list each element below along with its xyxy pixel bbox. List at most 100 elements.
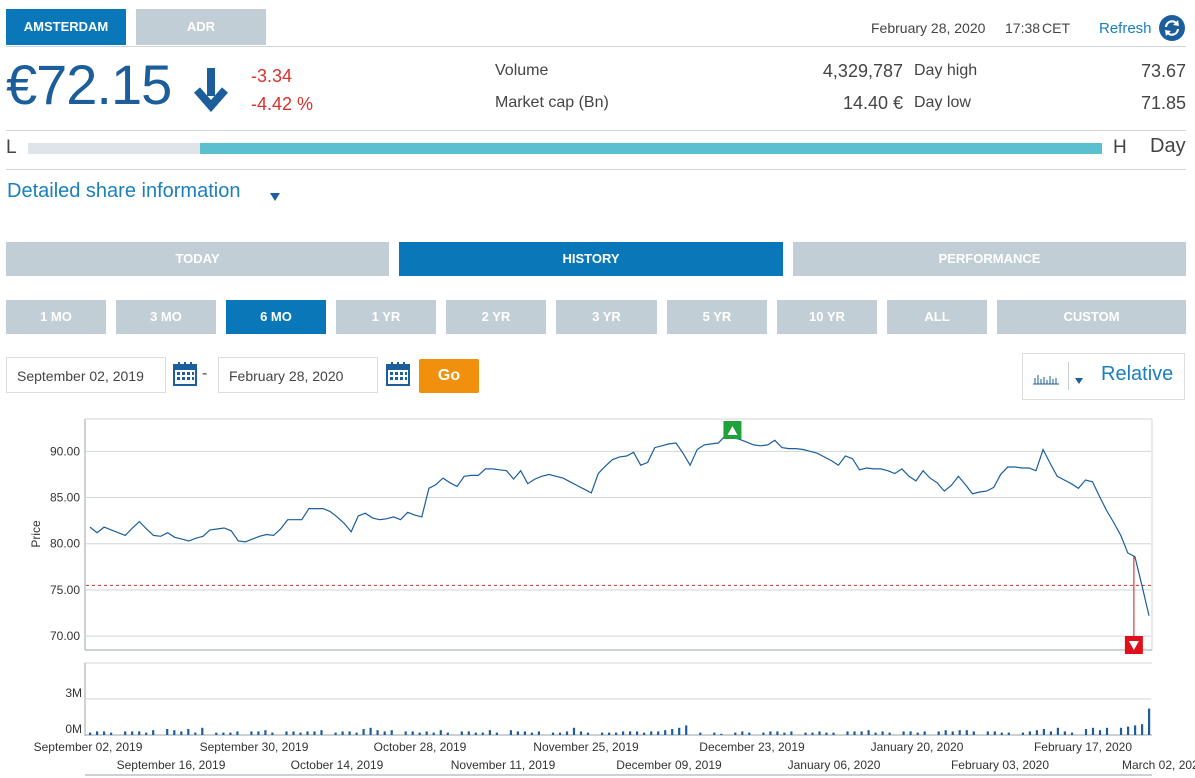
- calendar-icon[interactable]: [386, 362, 410, 386]
- x-axis-label: January 20, 2020: [871, 740, 964, 754]
- from-date-input[interactable]: September 02, 2019: [6, 357, 166, 393]
- day-low-value: 71.85: [1140, 93, 1186, 113]
- x-axis-label: October 14, 2019: [291, 758, 384, 772]
- tab-history[interactable]: HISTORY: [399, 242, 783, 276]
- volume-bar: [201, 727, 204, 735]
- volume-bar: [965, 730, 968, 735]
- volume-label: Volume: [495, 62, 549, 79]
- volume-bar: [986, 731, 989, 735]
- tab-today[interactable]: TODAY: [6, 242, 389, 276]
- refresh-icon[interactable]: [1158, 14, 1186, 42]
- chart-type-dropdown-icon[interactable]: [1074, 372, 1084, 384]
- period-custom-button[interactable]: CUSTOM: [997, 300, 1186, 334]
- period-3mo-button[interactable]: 3 MO: [116, 300, 216, 334]
- volume-bar: [348, 731, 351, 735]
- volume-bar: [124, 731, 127, 735]
- x-axis-label: December 09, 2019: [616, 758, 722, 772]
- volume-bar: [958, 730, 961, 735]
- volume-bar: [1063, 731, 1066, 735]
- volume-bar: [972, 731, 975, 735]
- price-tick-label: 70.00: [50, 629, 80, 643]
- volume-bar: [523, 731, 526, 735]
- volume-bar: [299, 732, 302, 735]
- x-axis-label: September 30, 2019: [200, 740, 309, 754]
- volume-bar: [488, 730, 491, 735]
- volume-bar: [1084, 729, 1088, 735]
- detailed-share-info-link[interactable]: Detailed share information: [7, 180, 241, 202]
- volume-bar: [853, 731, 856, 735]
- volume-bar: [636, 731, 639, 735]
- x-axis-label: September 16, 2019: [117, 758, 226, 772]
- volume-bar: [530, 732, 533, 735]
- volume-bar: [1007, 732, 1010, 735]
- volume-bar: [285, 731, 288, 735]
- period-6mo-button[interactable]: 6 MO: [226, 300, 326, 334]
- volume-bar: [1127, 726, 1130, 735]
- volume-bar: [495, 732, 498, 735]
- tab-amsterdam[interactable]: AMSTERDAM: [6, 9, 126, 45]
- volume-bar: [699, 732, 702, 735]
- volume-bar: [222, 732, 225, 735]
- chart-type-icon[interactable]: [1032, 369, 1060, 385]
- volume-bar: [832, 732, 835, 735]
- volume-bar: [236, 731, 239, 735]
- period-all-button[interactable]: ALL: [887, 300, 987, 334]
- volume-bar: [1021, 732, 1024, 735]
- tab-adr[interactable]: ADR: [136, 9, 266, 45]
- volume-bar: [846, 731, 849, 735]
- volume-bar: [1119, 727, 1123, 735]
- volume-bar: [867, 730, 870, 735]
- caret-down-icon[interactable]: [269, 189, 281, 201]
- volume-value: 4,329,787: [822, 61, 903, 81]
- volume-bar: [629, 731, 632, 735]
- day-range-fill: [199, 143, 1102, 154]
- period-1mo-button[interactable]: 1 MO: [6, 300, 106, 334]
- go-button[interactable]: Go: [419, 359, 479, 393]
- volume-bar: [881, 731, 884, 735]
- chart-controls: Relative: [1022, 353, 1185, 400]
- period-1yr-button[interactable]: 1 YR: [336, 300, 436, 334]
- to-date-input[interactable]: February 28, 2020: [218, 357, 378, 393]
- range-high-label: H: [1113, 137, 1127, 158]
- calendar-icon[interactable]: [173, 362, 197, 386]
- volume-bar: [257, 731, 260, 735]
- y-axis-label: Price: [29, 520, 43, 548]
- volume-bar: [481, 732, 484, 735]
- volume-bar: [1098, 730, 1102, 735]
- volume-bar: [369, 727, 372, 735]
- period-high-marker: [723, 421, 742, 439]
- volume-bar: [467, 731, 470, 735]
- volume-tick-0m: 0M: [65, 722, 82, 736]
- volume-bar: [1000, 732, 1003, 735]
- period-2yr-button[interactable]: 2 YR: [446, 300, 546, 334]
- x-axis-label: November 25, 2019: [533, 740, 639, 754]
- volume-bar: [762, 732, 765, 735]
- volume-bar: [748, 732, 751, 735]
- period-10yr-button[interactable]: 10 YR: [777, 300, 877, 334]
- period-3yr-button[interactable]: 3 YR: [556, 300, 657, 334]
- volume-bar: [432, 732, 435, 735]
- day-range-bar: [28, 143, 1102, 154]
- price-chart: 90.00 85.00 80.00 75.00 70.00 Price 3M 0M Se…: [29, 418, 1195, 776]
- volume-bar: [474, 732, 477, 735]
- volume-bar: [411, 731, 414, 735]
- volume-bar: [341, 731, 344, 735]
- period-5yr-button[interactable]: 5 YR: [667, 300, 767, 334]
- relative-toggle[interactable]: Relative: [1101, 363, 1174, 385]
- volume-bar: [215, 732, 218, 735]
- volume-bar: [804, 732, 807, 735]
- volume-bar: [1070, 732, 1074, 735]
- price-tick-label: 80.00: [50, 537, 80, 551]
- period-low-marker: [1124, 556, 1143, 654]
- volume-bar: [152, 730, 155, 735]
- x-axis-label: February 17, 2020: [1034, 740, 1132, 754]
- volume-bar: [860, 731, 863, 735]
- volume-bar: [720, 733, 723, 735]
- volume-bar: [713, 732, 716, 735]
- tab-performance[interactable]: PERFORMANCE: [793, 242, 1186, 276]
- volume-bar: [937, 731, 940, 735]
- volume-bar: [250, 731, 253, 735]
- header-time: 17:38: [1005, 20, 1041, 36]
- refresh-link[interactable]: Refresh: [1099, 20, 1152, 37]
- volume-bar: [89, 732, 92, 735]
